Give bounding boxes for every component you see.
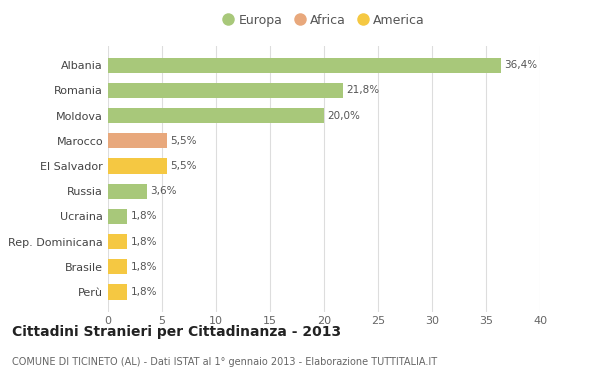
Bar	[108, 209, 127, 224]
Text: 21,8%: 21,8%	[347, 86, 380, 95]
Text: 36,4%: 36,4%	[505, 60, 538, 70]
Text: Cittadini Stranieri per Cittadinanza - 2013: Cittadini Stranieri per Cittadinanza - 2…	[12, 325, 341, 339]
Bar	[108, 58, 501, 73]
Text: 5,5%: 5,5%	[170, 161, 197, 171]
Text: 1,8%: 1,8%	[131, 287, 157, 297]
Text: 1,8%: 1,8%	[131, 262, 157, 272]
Bar	[108, 158, 167, 174]
Bar	[108, 234, 127, 249]
Text: COMUNE DI TICINETO (AL) - Dati ISTAT al 1° gennaio 2013 - Elaborazione TUTTITALI: COMUNE DI TICINETO (AL) - Dati ISTAT al …	[12, 357, 437, 367]
Text: 5,5%: 5,5%	[170, 136, 197, 146]
Text: 3,6%: 3,6%	[150, 186, 176, 196]
Bar	[108, 284, 127, 299]
Bar	[108, 108, 324, 123]
Bar	[108, 259, 127, 274]
Legend: Europa, Africa, America: Europa, Africa, America	[218, 9, 430, 32]
Text: 1,8%: 1,8%	[131, 237, 157, 247]
Bar	[108, 83, 343, 98]
Text: 1,8%: 1,8%	[131, 211, 157, 222]
Text: 20,0%: 20,0%	[327, 111, 360, 120]
Bar	[108, 184, 147, 199]
Bar	[108, 133, 167, 148]
